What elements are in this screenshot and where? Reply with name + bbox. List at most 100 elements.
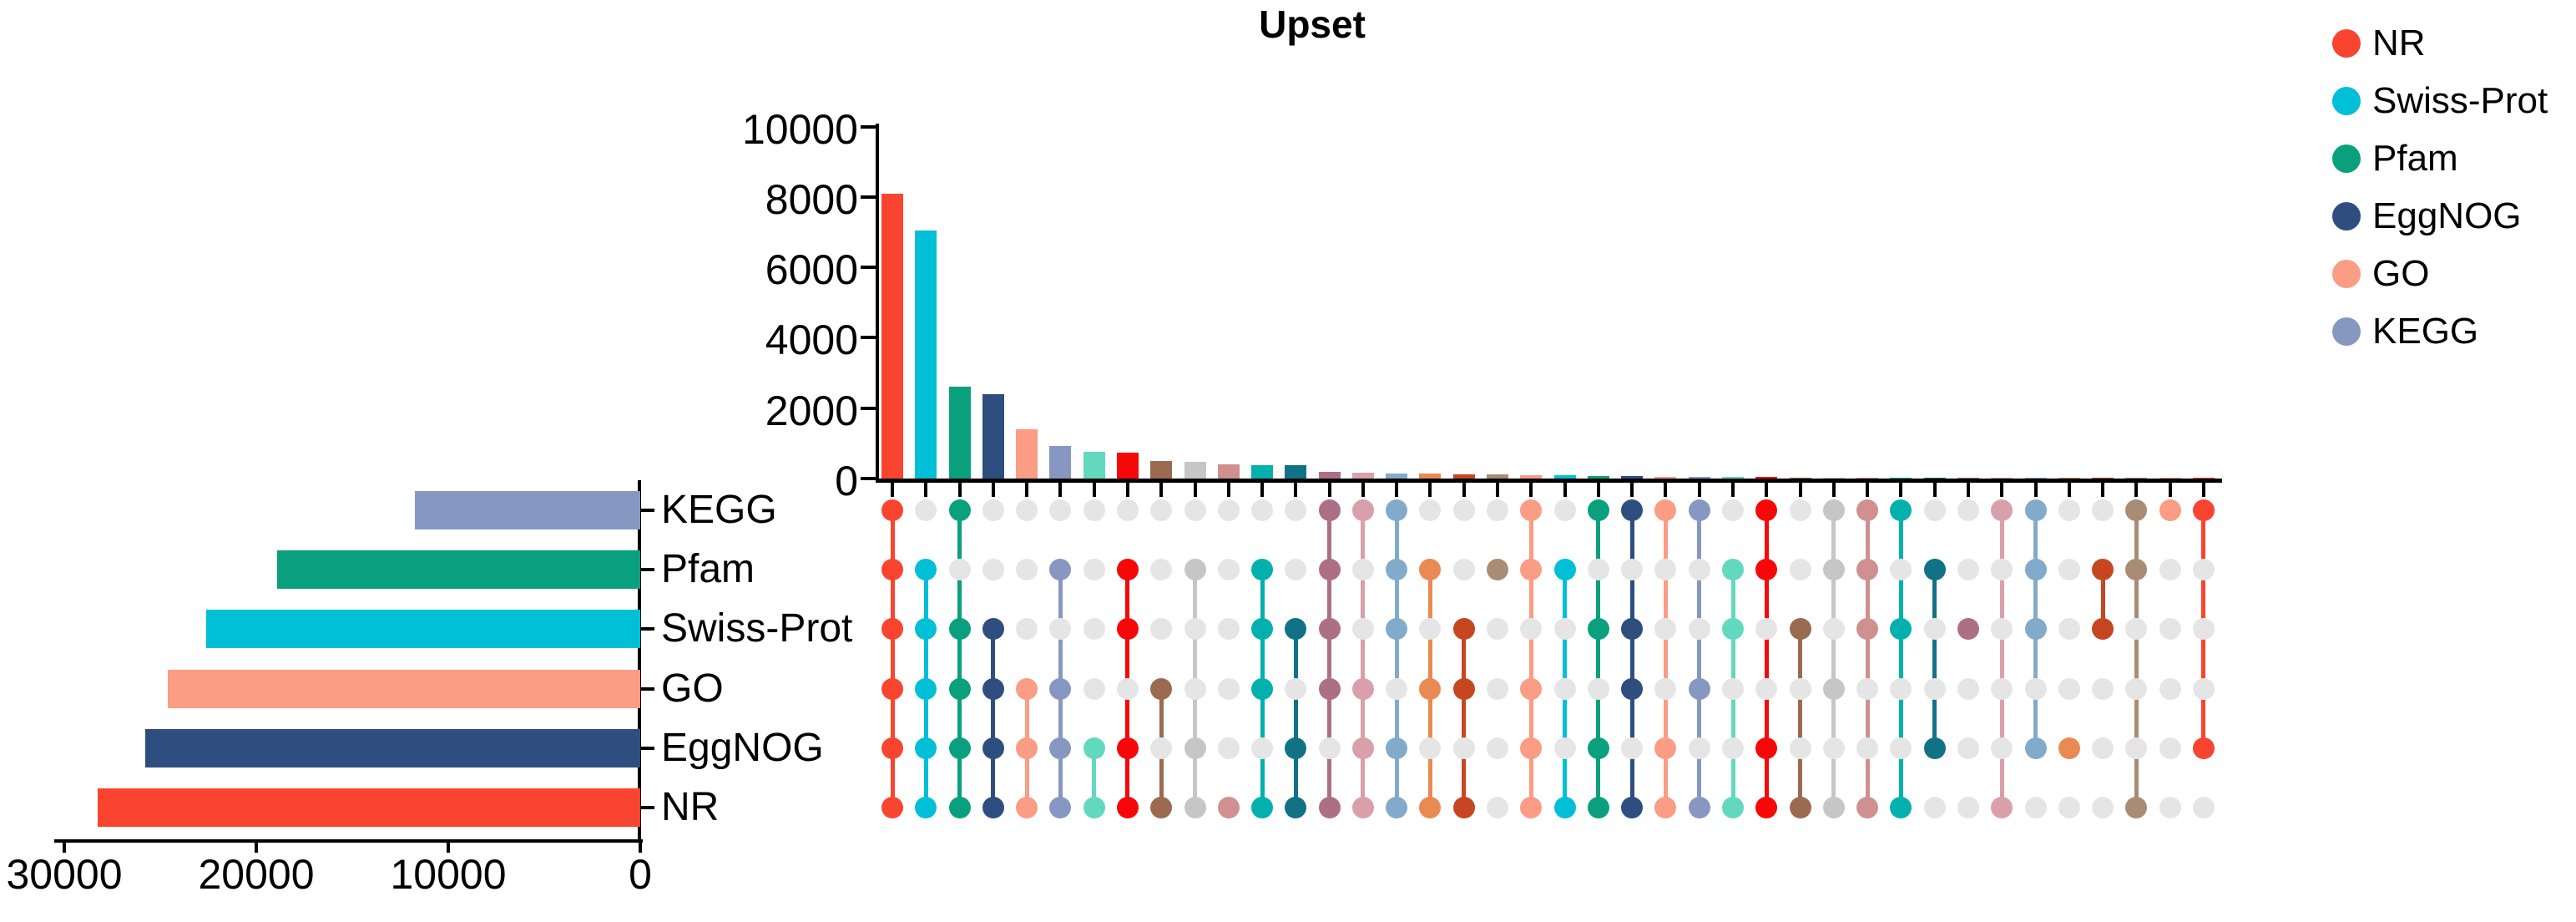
matrix-dot-filled [1285,797,1307,818]
matrix-dot-empty [2125,678,2148,700]
matrix-dot-empty [1487,678,1509,700]
matrix-connector-line [1663,510,1668,808]
matrix-connector-line [1293,629,1298,808]
matrix-column-tick [1798,483,1802,497]
intersection-bar [1251,464,1274,479]
legend-swatch-icon [2332,260,2361,288]
matrix-dot-filled [1755,499,1778,521]
intersection-bar [1856,477,1879,479]
matrix-column-tick [1630,483,1634,497]
matrix-dot-filled [1452,618,1475,640]
matrix-dot-filled [1789,618,1811,640]
matrix-dot-empty [1285,499,1307,521]
matrix-dot-empty [1184,618,1206,640]
set-axis-tick-label: 0 [629,851,652,898]
legend-label: Pfam [2372,138,2458,179]
matrix-column-tick [1193,483,1197,497]
matrix-dot-empty [1755,678,1778,700]
matrix-column-tick [1260,483,1265,497]
matrix-dot-filled [1991,797,2013,818]
matrix-dot-empty [1553,678,1576,700]
matrix-column-tick [1966,483,1970,497]
matrix-column-tick [1462,483,1466,497]
matrix-dot-filled [881,618,903,640]
matrix-dot-empty [1923,797,1946,818]
matrix-dot-filled [1049,678,1072,700]
matrix-connector-line [890,510,895,808]
matrix-dot-filled [1520,499,1543,521]
matrix-column-tick [2101,483,2105,497]
matrix-dot-empty [2092,678,2114,700]
matrix-dot-filled [1654,797,1677,818]
matrix-dot-empty [2092,499,2114,521]
matrix-dot-empty [1150,618,1173,640]
matrix-dot-filled [1587,499,1609,521]
matrix-column-tick [1294,483,1298,497]
legend-label: KEGG [2372,311,2479,352]
matrix-column-tick [1092,483,1096,497]
matrix-column-tick [1496,483,1500,497]
matrix-dot-filled [915,797,937,818]
matrix-dot-empty [1452,559,1475,580]
matrix-dot-filled [1621,618,1644,640]
intersection-bar [1621,476,1644,479]
matrix-dot-empty [2058,499,2080,521]
intersection-bar [915,230,937,479]
matrix-dot-filled [1285,618,1307,640]
matrix-connector-line [1629,510,1634,808]
matrix-dot-empty [1452,737,1475,759]
matrix-dot-empty [1487,737,1509,759]
intersection-bar [1923,477,1946,479]
matrix-connector-line [1831,510,1836,808]
matrix-dot-filled [948,797,971,818]
matrix-connector-line [1462,629,1467,808]
matrix-dot-filled [1722,797,1744,818]
matrix-column-tick [1664,483,1668,497]
matrix-dot-filled [1049,737,1072,759]
matrix-dot-empty [2058,559,2080,580]
set-size-bar [144,729,640,767]
matrix-dot-filled [1856,559,1879,580]
matrix-dot-empty [1856,737,1879,759]
matrix-connector-line [1697,510,1702,808]
matrix-dot-empty [2192,618,2215,640]
matrix-dot-empty [1419,499,1442,521]
matrix-dot-filled [881,559,903,580]
matrix-column-tick [1395,483,1399,497]
matrix-dot-empty [1487,499,1509,521]
intersection-bar [982,394,1004,479]
matrix-dot-empty [1285,559,1307,580]
legend-label: GO [2372,253,2430,294]
set-label: GO [661,666,724,711]
legend-label: Swiss-Prot [2372,80,2548,121]
matrix-dot-filled [1386,618,1408,640]
intersection-axis-tick-label: 8000 [765,175,858,223]
matrix-dot-filled [1351,797,1374,818]
intersection-bar [1184,462,1206,479]
matrix-dot-filled [2192,737,2215,759]
matrix-dot-empty [1553,618,1576,640]
set-row-tick [641,806,654,809]
intersection-axis-y [876,124,879,482]
matrix-dot-filled [1016,678,1038,700]
matrix-dot-filled [1587,797,1609,818]
matrix-dot-empty [982,499,1004,521]
matrix-dot-empty [2058,678,2080,700]
matrix-dot-filled [1116,797,1139,818]
intersection-bar [1553,475,1576,479]
matrix-dot-empty [1351,559,1374,580]
matrix-dot-filled [1621,797,1644,818]
intersection-bar [2058,477,2080,479]
intersection-bar [1688,476,1710,479]
matrix-dot-empty [1487,797,1509,818]
matrix-dot-filled [982,797,1004,818]
matrix-dot-filled [915,618,937,640]
set-row-tick [641,747,654,750]
matrix-connector-line [1898,510,1903,808]
matrix-dot-filled [1318,499,1341,521]
matrix-dot-empty [1722,737,1744,759]
matrix-column-tick [1765,483,1769,497]
matrix-dot-filled [1251,797,1274,818]
matrix-dot-empty [1923,618,1946,640]
matrix-dot-filled [1251,559,1274,580]
